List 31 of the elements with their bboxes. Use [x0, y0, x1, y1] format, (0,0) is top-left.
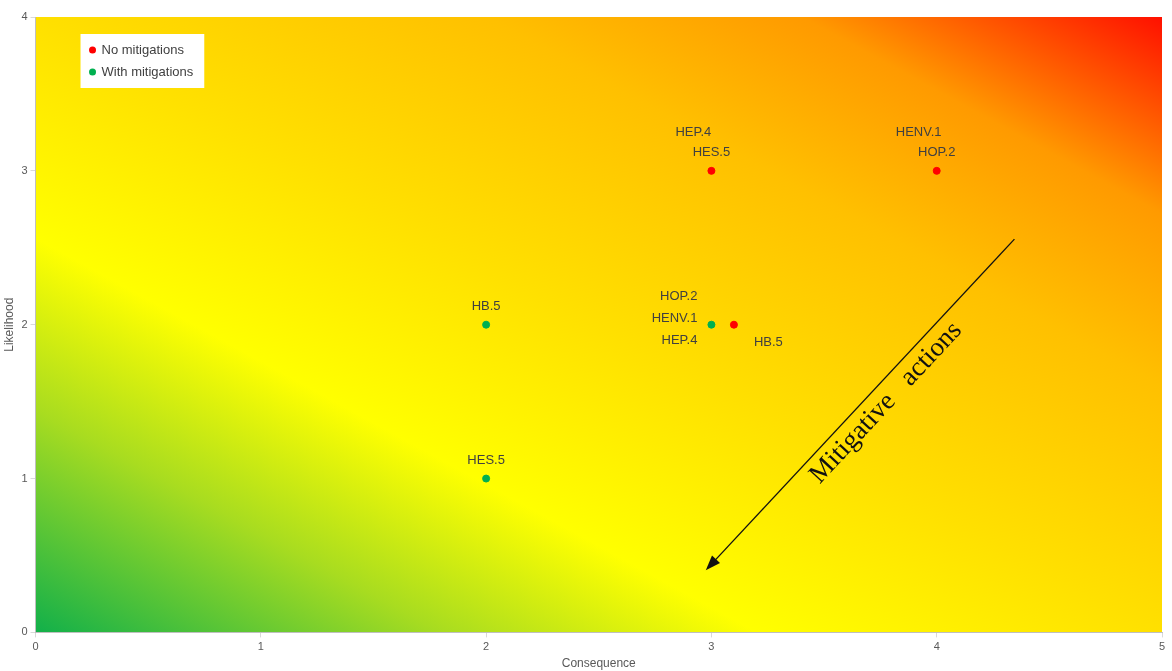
point	[482, 474, 491, 483]
y-tick-label: 1	[21, 471, 28, 484]
annotation: HES.5	[692, 144, 731, 160]
x-tick-label: 5	[1158, 640, 1166, 653]
x-tick-label: 3	[708, 640, 715, 653]
annotation: HENV.1	[895, 124, 942, 140]
annotation: HOP.2	[660, 288, 698, 304]
x-tick-label: 2	[483, 640, 490, 653]
annotation: HEP.4	[661, 332, 698, 348]
x-tick-label: 1	[257, 640, 264, 653]
point	[482, 320, 491, 329]
y-axis-title: Likelihood	[1, 297, 16, 352]
y-tick-label: 0	[21, 625, 28, 638]
x-axis-title: Consequence	[561, 656, 637, 671]
point	[932, 166, 941, 175]
y-tick-label: 2	[21, 317, 28, 330]
annotation: HB.5	[753, 334, 783, 350]
annotation: HENV.1	[651, 310, 698, 326]
annotation: HOP.2	[918, 144, 956, 160]
legend-label: No mitigations	[101, 41, 185, 57]
x-tick-label: 0	[32, 640, 39, 653]
y-tick-label: 4	[21, 10, 28, 23]
legend-label: With mitigations	[101, 63, 194, 79]
y-tick-label: 3	[21, 163, 28, 176]
annotation: HEP.4	[675, 124, 712, 140]
point	[707, 166, 716, 175]
point	[707, 320, 716, 329]
x-tick-label: 4	[933, 640, 940, 653]
annotation: HES.5	[467, 452, 505, 468]
point	[729, 320, 738, 329]
annotation: HB.5	[471, 298, 501, 314]
